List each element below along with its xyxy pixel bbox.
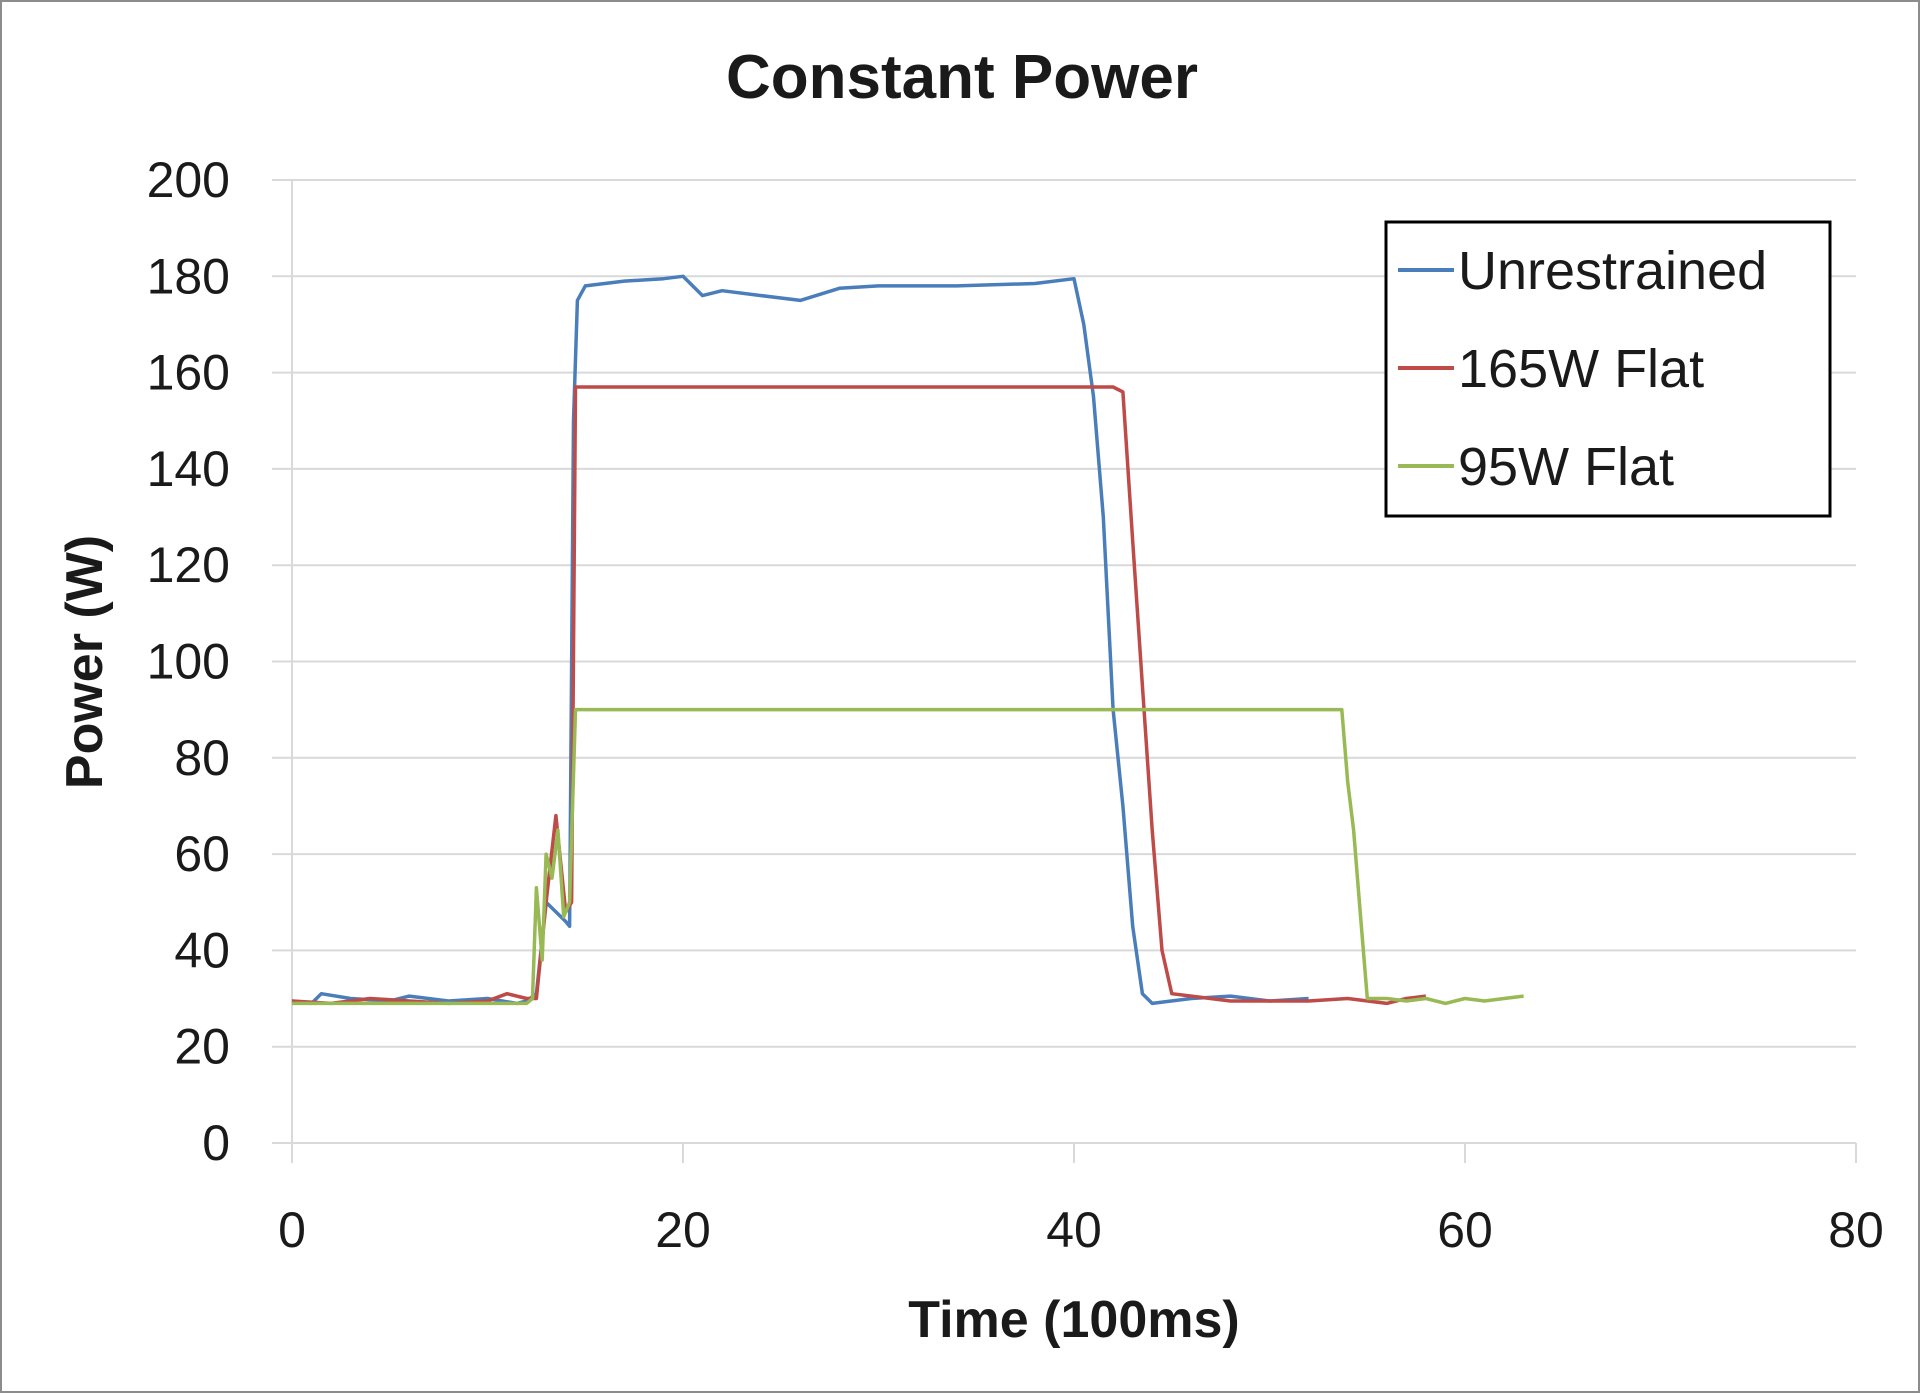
y-tick-label: 200 bbox=[147, 152, 230, 208]
x-tick-label: 20 bbox=[655, 1202, 711, 1258]
legend-label: Unrestrained bbox=[1458, 241, 1767, 301]
chart-title: Constant Power bbox=[726, 43, 1198, 112]
legend: Unrestrained 165W Flat 95W Flat bbox=[1384, 220, 1832, 518]
x-tick-label: 0 bbox=[278, 1202, 306, 1258]
y-tick-label: 80 bbox=[174, 730, 230, 786]
legend-label: 95W Flat bbox=[1458, 437, 1674, 497]
y-tick-label: 0 bbox=[202, 1115, 230, 1171]
series-line-95w-flat bbox=[292, 707, 1524, 1006]
y-axis-title: Power (W) bbox=[56, 535, 114, 789]
y-tick-label: 100 bbox=[147, 634, 230, 690]
y-tick-label: 20 bbox=[174, 1019, 230, 1075]
y-tick-label: 60 bbox=[174, 826, 230, 882]
axis-layer: 0 20 40 60 80 100 120 140 160 180 200 0 20 40 60 80 bbox=[147, 152, 1884, 1258]
x-tick-label: 40 bbox=[1046, 1202, 1102, 1258]
x-tick-label: 80 bbox=[1828, 1202, 1884, 1258]
y-tick-label: 180 bbox=[147, 248, 230, 304]
x-axis-title: Time (100ms) bbox=[908, 1291, 1239, 1349]
series-layer bbox=[291, 274, 1524, 1006]
series-line-unrestrained bbox=[291, 274, 1309, 1006]
y-tick-label: 140 bbox=[147, 441, 230, 497]
y-tick-label: 120 bbox=[147, 537, 230, 593]
legend-box bbox=[1384, 220, 1832, 518]
x-tick-label: 60 bbox=[1437, 1202, 1493, 1258]
y-tick-label: 160 bbox=[147, 345, 230, 401]
series-line-165w-flat bbox=[291, 385, 1427, 1006]
y-tick-label: 40 bbox=[174, 922, 230, 978]
legend-label: 165W Flat bbox=[1458, 339, 1704, 399]
